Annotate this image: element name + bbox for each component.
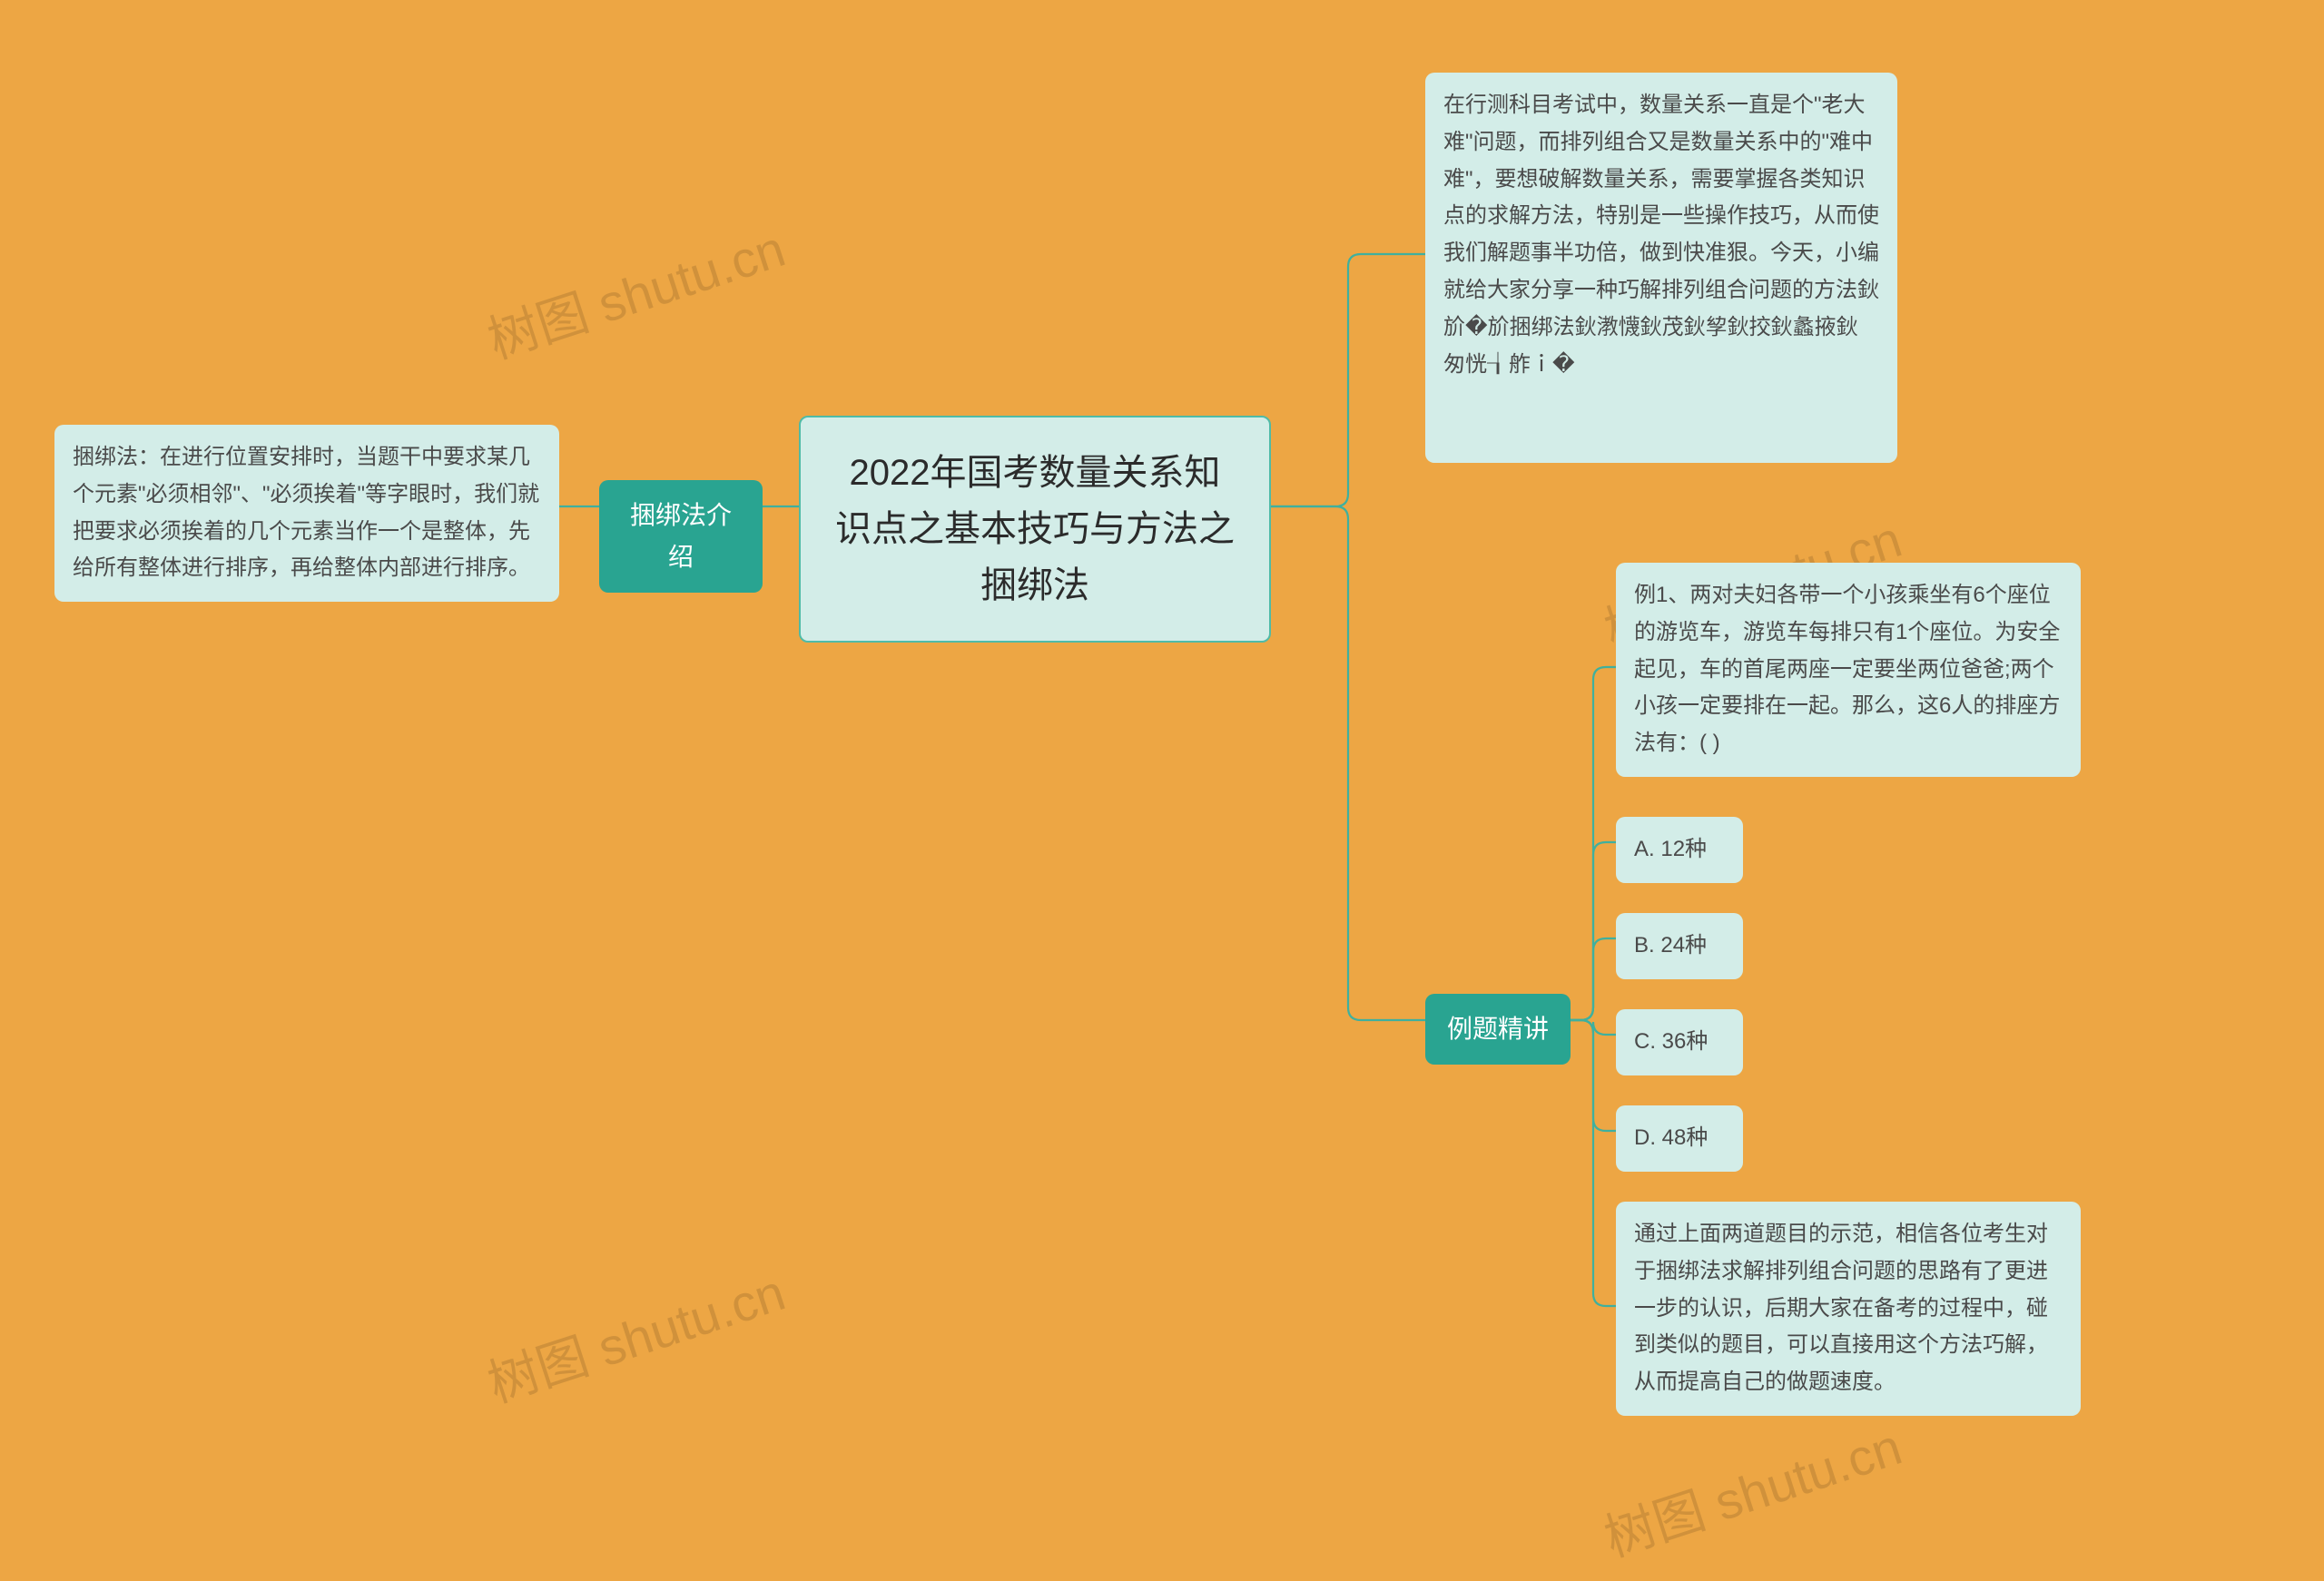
- leaf-node-example-question: 例1、两对夫妇各带一个小孩乘坐有6个座位的游览车，游览车每排只有1个座位。为安全…: [1616, 563, 2081, 777]
- branch-node-intro[interactable]: 捆绑法介绍: [599, 480, 763, 593]
- leaf-node-option-d: D. 48种: [1616, 1105, 1743, 1172]
- watermark: 树图 shutu.cn: [1594, 1407, 1910, 1572]
- leaf-node-option-a: A. 12种: [1616, 817, 1743, 883]
- leaf-node-option-c: C. 36种: [1616, 1009, 1743, 1075]
- watermark: 树图 shutu.cn: [478, 209, 793, 374]
- leaf-node-summary: 通过上面两道题目的示范，相信各位考生对于捆绑法求解排列组合问题的思路有了更进一步…: [1616, 1202, 2081, 1416]
- leaf-node-context: 在行测科目考试中，数量关系一直是个"老大难"问题，而排列组合又是数量关系中的"难…: [1425, 73, 1897, 463]
- branch-node-examples[interactable]: 例题精讲: [1425, 994, 1571, 1065]
- leaf-node-intro-text: 捆绑法：在进行位置安排时，当题干中要求某几个元素"必须相邻"、"必须挨着"等字眼…: [54, 425, 559, 602]
- root-node[interactable]: 2022年国考数量关系知识点之基本技巧与方法之捆绑法: [799, 416, 1271, 643]
- leaf-node-option-b: B. 24种: [1616, 913, 1743, 979]
- watermark: 树图 shutu.cn: [478, 1252, 793, 1418]
